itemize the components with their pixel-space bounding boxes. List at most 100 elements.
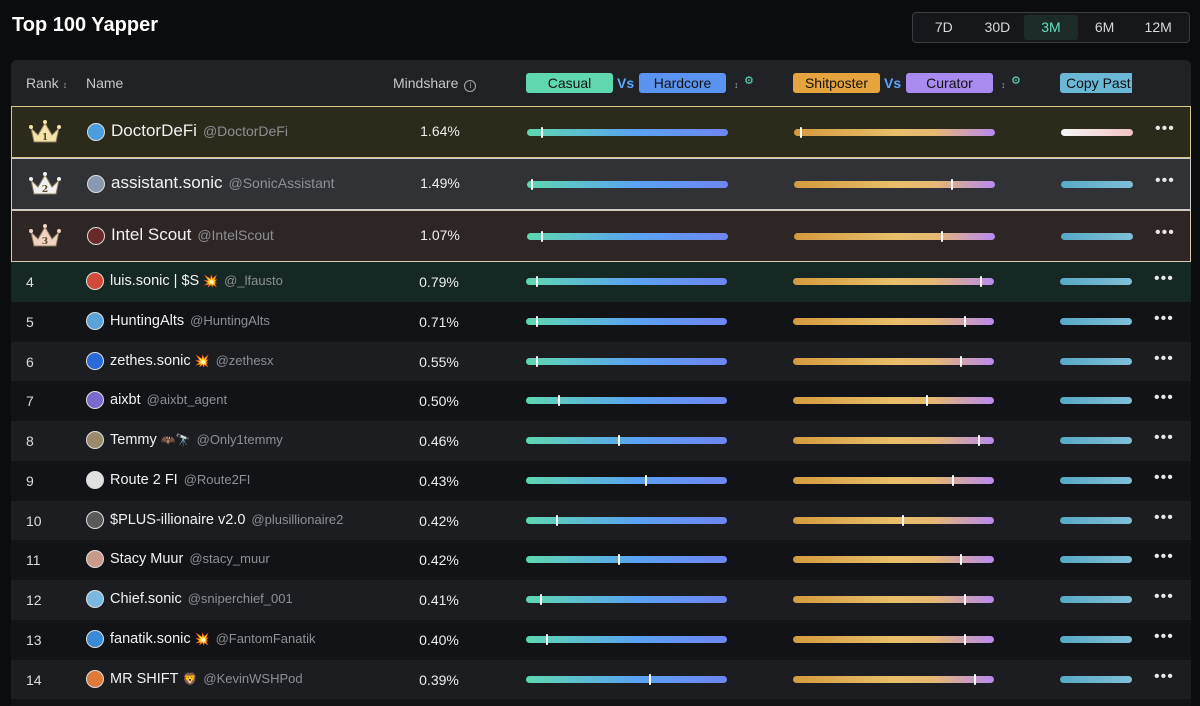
avatar[interactable] [86, 391, 104, 410]
user-handle: @KevinWSHPod [203, 670, 303, 686]
table-row[interactable]: 7 aixbt @aixbt_agent 0.50% ••• [11, 381, 1191, 421]
page-title: Top 100 Yapper [12, 14, 158, 36]
casual-hardcore-bar [526, 514, 727, 526]
avatar[interactable] [86, 629, 104, 648]
info-icon[interactable]: i [464, 80, 477, 92]
avatar[interactable] [86, 272, 104, 290]
more-options-icon[interactable]: ••• [1154, 627, 1174, 645]
range-6m[interactable]: 6M [1094, 19, 1115, 35]
table-row[interactable]: 2 assistant.sonic @SonicAssistant 1.49% ••• [11, 158, 1191, 210]
more-options-icon[interactable]: ••• [1154, 349, 1174, 367]
copy-paste-bar [1060, 516, 1132, 524]
mindshare-value: 1.49% [420, 175, 460, 191]
user-name-cell[interactable]: Temmy 🦇🔭 @Only1temmy [110, 432, 283, 448]
user-name-cell[interactable]: DoctorDeFi @DoctorDeFi [111, 121, 288, 141]
table-row[interactable]: 3 Intel Scout @IntelScout 1.07% ••• [11, 210, 1191, 262]
user-name-cell[interactable]: fanatik.sonic 💥 @FantomFanatik [110, 631, 315, 647]
vs-label: Vs [884, 75, 902, 91]
gear-icon[interactable]: ⚙ [744, 75, 754, 87]
user-name-cell[interactable]: Intel Scout @IntelScout [111, 225, 274, 245]
avatar[interactable] [87, 123, 105, 141]
table-row[interactable]: 13 fanatik.sonic 💥 @FantomFanatik 0.40% ••• [11, 619, 1191, 660]
table-row[interactable]: 14 MR SHIFT 🦁 @KevinWSHPod 0.39% ••• [11, 659, 1191, 700]
table-row[interactable]: 8 Temmy 🦇🔭 @Only1temmy 0.46% ••• [11, 421, 1191, 461]
avatar[interactable] [86, 351, 104, 370]
avatar[interactable] [86, 431, 104, 449]
avatar[interactable] [87, 227, 105, 245]
crown-icon: 3 [29, 224, 61, 247]
mindshare-value: 0.79% [419, 274, 459, 290]
avatar[interactable] [87, 175, 105, 193]
table-row[interactable]: 4 luis.sonic | $S 💥 @_lfausto 0.79% ••• [11, 262, 1191, 302]
table-row[interactable]: 5 HuntingAlts @HuntingAlts 0.71% ••• [11, 301, 1191, 342]
user-name-cell[interactable]: luis.sonic | $S 💥 @_lfausto [110, 273, 283, 289]
more-options-icon[interactable]: ••• [1154, 389, 1174, 407]
casual-hardcore-bar [527, 179, 728, 190]
rank-number: 4 [26, 274, 34, 290]
shitposter-curator-bar [793, 633, 994, 645]
more-options-icon[interactable]: ••• [1154, 429, 1174, 446]
user-name-cell[interactable]: zethes.sonic 💥 @zethesx [110, 353, 274, 369]
table-row[interactable]: 10 $PLUS-illionaire v2.0 @plusillionaire2 0… [11, 500, 1191, 541]
shitposter-curator-bar [793, 435, 994, 446]
more-options-icon[interactable]: ••• [1154, 667, 1174, 685]
table-row[interactable]: 9 Route 2 FI @Route2FI 0.43% ••• [11, 460, 1191, 501]
shitposter-curator-marker [941, 231, 944, 242]
rank-number: 7 [26, 393, 34, 410]
user-name-cell[interactable]: aixbt @aixbt_agent [110, 392, 227, 408]
user-name-cell[interactable]: assistant.sonic @SonicAssistant [111, 173, 335, 193]
avatar[interactable] [86, 510, 104, 529]
copy-paste-bar [1061, 181, 1133, 188]
gear-icon[interactable]: ⚙ [1011, 75, 1021, 87]
avatar[interactable] [86, 550, 104, 569]
range-3m[interactable]: 3M [1024, 15, 1078, 40]
more-options-icon[interactable]: ••• [1154, 548, 1174, 566]
shitposter-curator-bar [793, 474, 994, 486]
shitposter-curator-bar [794, 127, 995, 138]
svg-text:1: 1 [42, 133, 48, 143]
more-options-icon[interactable]: ••• [1154, 270, 1174, 287]
rank-header[interactable]: Rank ↕ [26, 75, 68, 91]
table-row[interactable]: 12 Chief.sonic @sniperchief_001 0.41% ••• [11, 580, 1191, 620]
table-header: Rank ↕ Name Mindshare i Casual Vs Hardcore… [11, 60, 1191, 106]
range-7d[interactable]: 7D [934, 19, 953, 35]
table-row[interactable]: 6 zethes.sonic 💥 @zethesx 0.55% ••• [11, 341, 1191, 382]
user-name-cell[interactable]: $PLUS-illionaire v2.0 @plusillionaire2 [110, 512, 343, 528]
more-options-icon[interactable]: ••• [1155, 120, 1175, 137]
sort-icon[interactable]: ↕ [1001, 80, 1006, 90]
avatar[interactable] [86, 669, 104, 688]
crown-icon: 1 [29, 120, 61, 143]
avatar[interactable] [86, 470, 104, 489]
more-options-icon[interactable]: ••• [1155, 224, 1175, 241]
more-options-icon[interactable]: ••• [1155, 172, 1175, 189]
range-12m[interactable]: 12M [1144, 19, 1172, 35]
user-name-cell[interactable]: MR SHIFT 🦁 @KevinWSHPod [110, 671, 303, 687]
user-name-cell[interactable]: Chief.sonic @sniperchief_001 [110, 591, 293, 607]
casual-hardcore-bar [526, 594, 727, 605]
rank-number: 14 [26, 671, 42, 688]
mindshare-header[interactable]: Mindshare i [393, 75, 477, 92]
casual-hardcore-bar [526, 673, 727, 685]
vs-label: Vs [617, 75, 635, 91]
hardcore-pill: Hardcore [639, 73, 726, 93]
table-row[interactable]: 1 DoctorDeFi @DoctorDeFi 1.64% ••• [11, 106, 1191, 158]
sort-icon[interactable]: ↕ [734, 80, 739, 90]
more-options-icon[interactable]: ••• [1154, 468, 1174, 486]
avatar[interactable] [86, 311, 104, 330]
more-options-icon[interactable]: ••• [1154, 588, 1174, 605]
mindshare-value: 0.40% [419, 631, 459, 648]
user-name-cell[interactable]: HuntingAlts @HuntingAlts [110, 313, 270, 329]
copy-paste-bar [1060, 357, 1132, 365]
user-name-cell[interactable]: Route 2 FI @Route2FI [110, 472, 250, 488]
more-options-icon[interactable]: ••• [1154, 309, 1174, 327]
display-name: Route 2 FI [110, 471, 178, 488]
avatar[interactable] [86, 590, 104, 608]
copy-paste-bar [1060, 556, 1132, 564]
more-options-icon[interactable]: ••• [1154, 508, 1174, 526]
user-name-cell[interactable]: Stacy Muur @stacy_muur [110, 551, 270, 567]
range-30d[interactable]: 30D [984, 19, 1011, 35]
rank-number: 8 [26, 433, 34, 449]
crown-icon: 2 [29, 172, 61, 195]
shitposter-curator-marker [951, 179, 954, 190]
table-row[interactable]: 11 Stacy Muur @stacy_muur 0.42% ••• [11, 540, 1191, 580]
